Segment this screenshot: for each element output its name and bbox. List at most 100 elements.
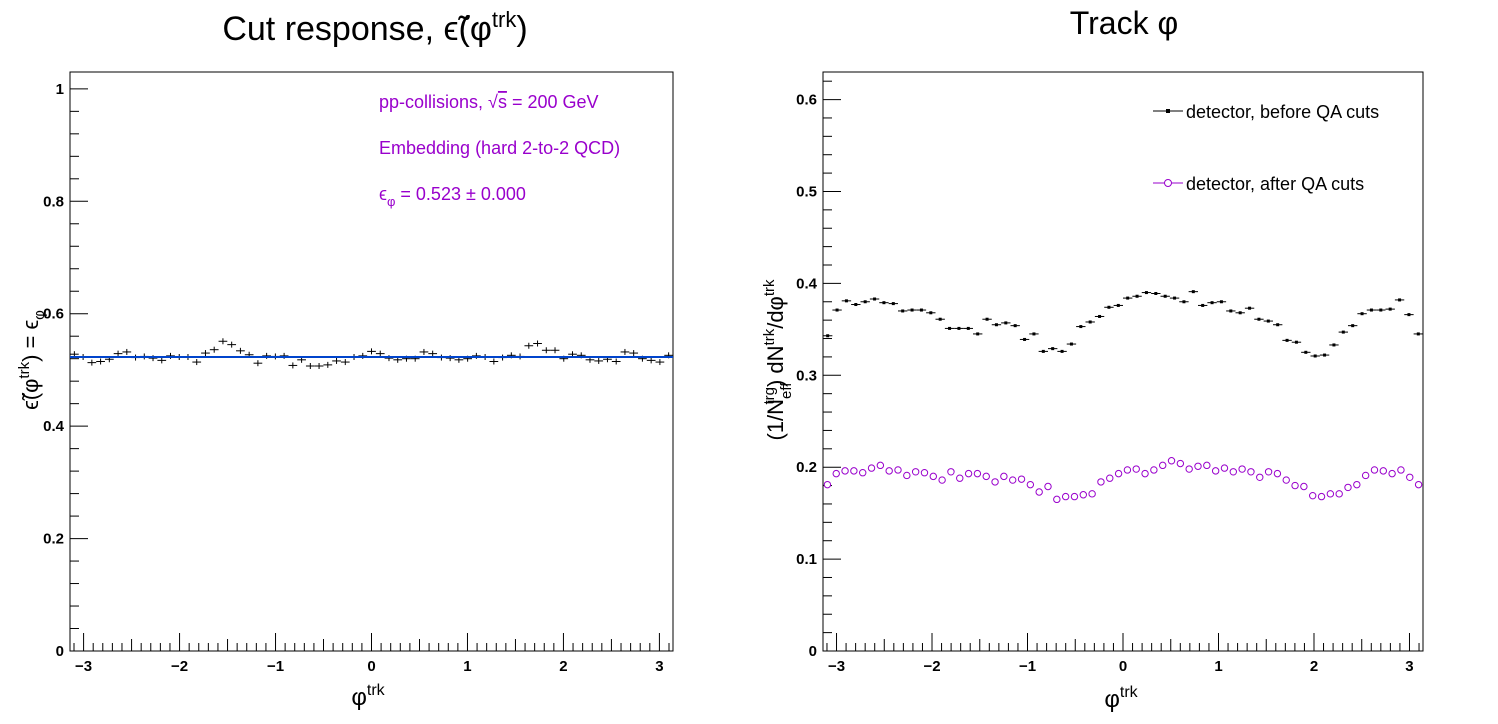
data-point — [920, 469, 929, 477]
data-point — [985, 317, 989, 321]
data-point — [1191, 290, 1195, 294]
data-point — [929, 472, 937, 481]
left-y-tick-label: 1 — [56, 81, 64, 98]
data-point — [1360, 312, 1364, 316]
data-point — [1300, 482, 1308, 491]
data-point — [850, 467, 858, 475]
legend-entry-after: detector, after QA cuts — [1153, 174, 1364, 194]
left-y-tick-label: 0 — [56, 643, 64, 660]
left-x-axis: −3 −2 −1 0 1 2 3 — [73, 633, 670, 675]
data-point — [948, 326, 952, 330]
data-point — [964, 469, 973, 478]
data-point — [867, 464, 876, 472]
legend-marker-before — [1166, 109, 1170, 113]
right-y-tick-label: 0.5 — [796, 183, 817, 200]
data-point — [1326, 490, 1335, 498]
data-point — [1248, 306, 1252, 310]
data-point — [1135, 294, 1139, 298]
data-point — [1416, 332, 1420, 336]
data-point — [1009, 476, 1017, 484]
right-plot-area: 0 0.1 0.2 0.3 0.4 0.5 0.6 −3 −2 −1 0 1 2 3 — [796, 71, 1424, 675]
data-point — [1256, 473, 1264, 481]
data-point — [1276, 323, 1280, 327]
data-point — [1026, 480, 1035, 489]
data-point — [1388, 469, 1396, 478]
left-x-tick-label: −2 — [171, 658, 188, 675]
left-annotations: pp-collisions, √s = 200 GeV Embedding (h… — [379, 92, 620, 209]
right-x-tick-label: −3 — [828, 658, 845, 675]
right-data-points — [823, 290, 1423, 504]
data-point — [1176, 459, 1185, 468]
right-y-tick-label: 0.4 — [796, 275, 818, 292]
left-y-tick-label: 0.2 — [43, 531, 64, 548]
data-point — [910, 308, 914, 312]
data-point — [1154, 291, 1158, 295]
data-point — [973, 469, 982, 478]
right-x-tick-label: −1 — [1019, 658, 1036, 675]
data-point — [991, 478, 999, 486]
data-point — [1407, 313, 1411, 317]
data-point — [1313, 354, 1317, 358]
right-title: Track φ — [1070, 5, 1178, 41]
data-point — [835, 308, 839, 312]
data-point — [956, 474, 964, 482]
right-y-tick-label: 0.2 — [796, 459, 817, 476]
data-point — [994, 323, 998, 327]
data-point — [859, 469, 867, 477]
data-point — [885, 467, 893, 475]
left-y-axis: 0 0.2 0.4 0.6 0.8 1 — [43, 81, 88, 660]
left-y-tick-label: 0.8 — [43, 193, 64, 210]
right-x-label: φtrk — [1104, 684, 1138, 713]
data-point — [1017, 475, 1026, 483]
left-panel: Cut response, ϵ̃(φtrk) 0 0.2 0.4 0.6 0.8 1 −3… — [16, 7, 674, 711]
data-point — [1294, 340, 1298, 344]
left-y-label: ϵ̃(φtrk) = ϵφ — [16, 310, 48, 410]
data-point — [1332, 343, 1336, 347]
data-point — [873, 297, 877, 301]
data-point — [1194, 462, 1202, 470]
data-point — [1069, 342, 1073, 346]
left-x-tick-label: 1 — [463, 658, 471, 675]
data-point — [882, 301, 886, 305]
data-point — [863, 300, 867, 304]
left-y-tick-label: 0.4 — [43, 418, 65, 435]
data-point — [891, 302, 895, 306]
data-point — [919, 308, 923, 312]
data-point — [1341, 330, 1345, 334]
data-point — [1163, 294, 1167, 298]
data-point — [957, 326, 961, 330]
data-point — [1044, 482, 1052, 491]
data-point — [1060, 349, 1064, 353]
legend-entry-before: detector, before QA cuts — [1153, 102, 1379, 122]
right-x-axis: −3 −2 −1 0 1 2 3 — [826, 633, 1420, 675]
left-x-tick-label: −1 — [267, 658, 284, 675]
right-x-tick-label: 1 — [1214, 658, 1222, 675]
right-y-axis: 0 0.1 0.2 0.3 0.4 0.5 0.6 — [796, 80, 841, 660]
right-x-tick-label: −2 — [923, 658, 940, 675]
data-point — [1107, 305, 1111, 309]
left-title: Cut response, ϵ̃(φtrk) — [222, 7, 527, 48]
data-point — [1247, 468, 1255, 476]
right-x-tick-label: 2 — [1310, 658, 1318, 675]
legend-marker-after — [1164, 179, 1172, 187]
data-point — [1229, 309, 1233, 313]
data-point — [823, 480, 832, 489]
data-point — [1106, 474, 1114, 482]
data-point — [854, 303, 858, 307]
annotation-efficiency: ϵφ = 0.523 ± 0.000 — [379, 184, 526, 209]
data-point — [1041, 349, 1045, 353]
data-point — [876, 461, 885, 470]
data-point — [1203, 461, 1211, 470]
data-point — [938, 476, 946, 484]
data-point — [1061, 492, 1070, 501]
data-point — [1210, 301, 1214, 305]
data-point — [1398, 298, 1402, 302]
data-point — [1032, 332, 1036, 336]
data-point — [1126, 296, 1130, 300]
data-point — [901, 309, 905, 313]
left-x-label: φtrk — [351, 682, 385, 711]
data-point — [1097, 478, 1105, 486]
annotation-embedding: Embedding (hard 2-to-2 QCD) — [379, 138, 620, 158]
right-legend: detector, before QA cuts detector, after… — [1153, 102, 1379, 194]
data-point — [1351, 324, 1355, 328]
